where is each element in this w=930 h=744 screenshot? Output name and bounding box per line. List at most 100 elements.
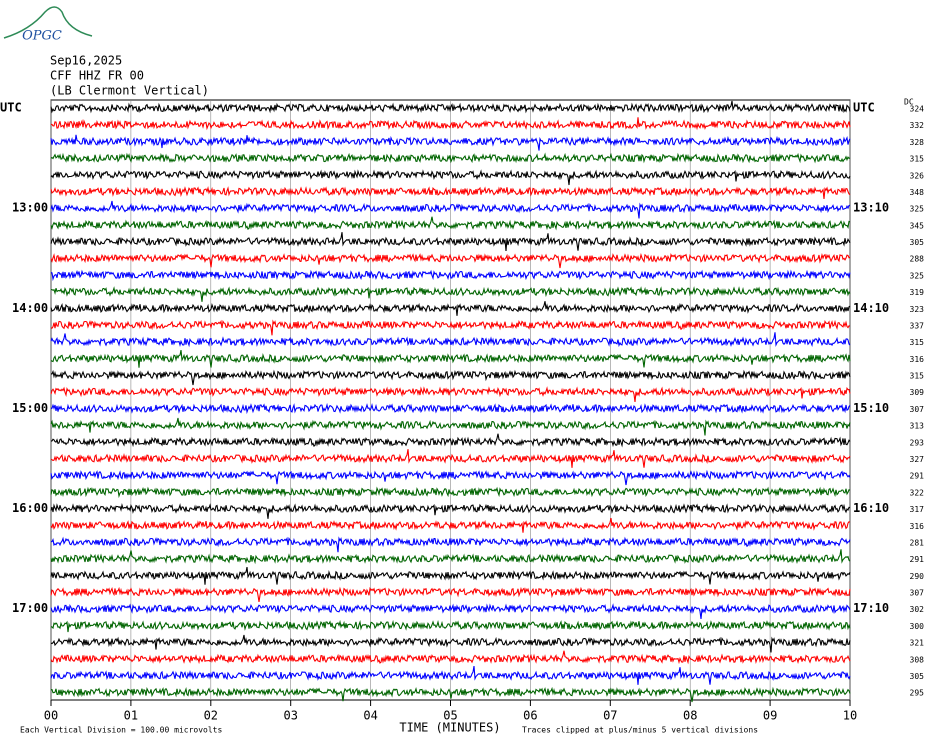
dc-value: 316 [910, 522, 925, 531]
trace [50, 134, 851, 151]
dc-value: 315 [910, 338, 925, 347]
right-time-label: 13:10 [853, 201, 889, 215]
header-line: Sep16,2025 [50, 54, 122, 68]
x-axis-label: TIME (MINUTES) [399, 721, 500, 735]
trace [50, 252, 851, 269]
trace [50, 517, 851, 533]
trace [50, 417, 851, 436]
x-tick-label: 10 [843, 709, 857, 723]
dc-value: 321 [910, 639, 925, 648]
trace [50, 603, 851, 619]
dc-value: 326 [910, 171, 925, 180]
dc-value: 281 [910, 538, 925, 547]
dc-value: 317 [910, 505, 925, 514]
dc-value: 295 [910, 689, 925, 698]
logo: OPGC [22, 29, 62, 44]
dc-value: 315 [910, 372, 925, 381]
dc-value: 305 [910, 672, 925, 681]
dc-value: 307 [910, 589, 925, 598]
trace [50, 449, 851, 468]
trace [50, 100, 851, 114]
trace [50, 586, 851, 602]
x-tick-label: 09 [763, 709, 777, 723]
trace [50, 232, 851, 251]
x-tick-label: 06 [523, 709, 537, 723]
trace [50, 269, 851, 282]
dc-value: 307 [910, 405, 925, 414]
dc-value: 288 [910, 255, 925, 264]
dc-value: 313 [910, 422, 925, 431]
dc-label: DC [904, 98, 914, 107]
dc-value: 290 [910, 572, 925, 581]
trace [50, 469, 851, 486]
dc-value: 327 [910, 455, 925, 464]
x-tick-label: 05 [443, 709, 457, 723]
trace [50, 536, 851, 553]
dc-value: 345 [910, 221, 925, 230]
dc-value: 325 [910, 271, 925, 280]
dc-value: 337 [910, 321, 925, 330]
dc-value: 332 [910, 121, 925, 130]
dc-value: 325 [910, 205, 925, 214]
trace [50, 169, 851, 186]
x-tick-label: 04 [363, 709, 377, 723]
left-time-label: 16:00 [12, 501, 48, 515]
dc-value: 291 [910, 555, 925, 564]
header-line: (LB Clermont Vertical) [50, 84, 209, 98]
right-time-label: 14:10 [853, 301, 889, 315]
right-time-label: 16:10 [853, 501, 889, 515]
right-time-label: 17:10 [853, 601, 889, 615]
dc-value: 315 [910, 155, 925, 164]
dc-value: 309 [910, 388, 925, 397]
trace [50, 686, 851, 703]
dc-value: 319 [910, 288, 925, 297]
trace [50, 402, 851, 415]
left-time-label: 15:00 [12, 401, 48, 415]
trace [50, 286, 851, 302]
trace [50, 634, 851, 653]
dc-value: 300 [910, 622, 925, 631]
trace [50, 666, 851, 685]
x-tick-label: 01 [124, 709, 138, 723]
trace [50, 319, 851, 336]
left-time-label: 13:00 [12, 201, 48, 215]
x-tick-label: 07 [603, 709, 617, 723]
trace [50, 650, 851, 665]
trace [50, 216, 851, 231]
trace [50, 152, 851, 164]
trace [50, 301, 851, 316]
trace [50, 549, 851, 565]
footer-right: Traces clipped at plus/minus 5 vertical … [522, 726, 758, 735]
left-time-label: 17:00 [12, 601, 48, 615]
trace [50, 349, 851, 368]
trace [51, 117, 851, 131]
right-time-label: UTC [853, 101, 875, 115]
dc-value: 302 [910, 605, 925, 614]
dc-value: 308 [910, 655, 925, 664]
trace [50, 186, 851, 199]
dc-value: 322 [910, 488, 925, 497]
dc-value: 323 [910, 305, 925, 314]
dc-value: 328 [910, 138, 925, 147]
right-time-label: 15:10 [853, 401, 889, 415]
dc-value: 291 [910, 472, 925, 481]
trace [50, 503, 851, 519]
x-tick-label: 08 [683, 709, 697, 723]
logo-curve [3, 6, 93, 39]
left-time-label: UTC [0, 101, 22, 115]
dc-value: 293 [910, 438, 925, 447]
trace [50, 433, 851, 448]
trace [50, 332, 851, 348]
trace [50, 566, 851, 585]
x-tick-label: 03 [283, 709, 297, 723]
left-time-label: 14:00 [12, 301, 48, 315]
x-tick-label: 00 [44, 709, 58, 723]
trace [50, 486, 851, 499]
dc-value: 305 [910, 238, 925, 247]
x-tick-label: 02 [204, 709, 218, 723]
trace [50, 386, 851, 402]
footer-left: Each Vertical Division = 100.00 microvol… [20, 726, 222, 735]
trace [50, 619, 851, 633]
header-line: CFF HHZ FR 00 [50, 69, 144, 83]
